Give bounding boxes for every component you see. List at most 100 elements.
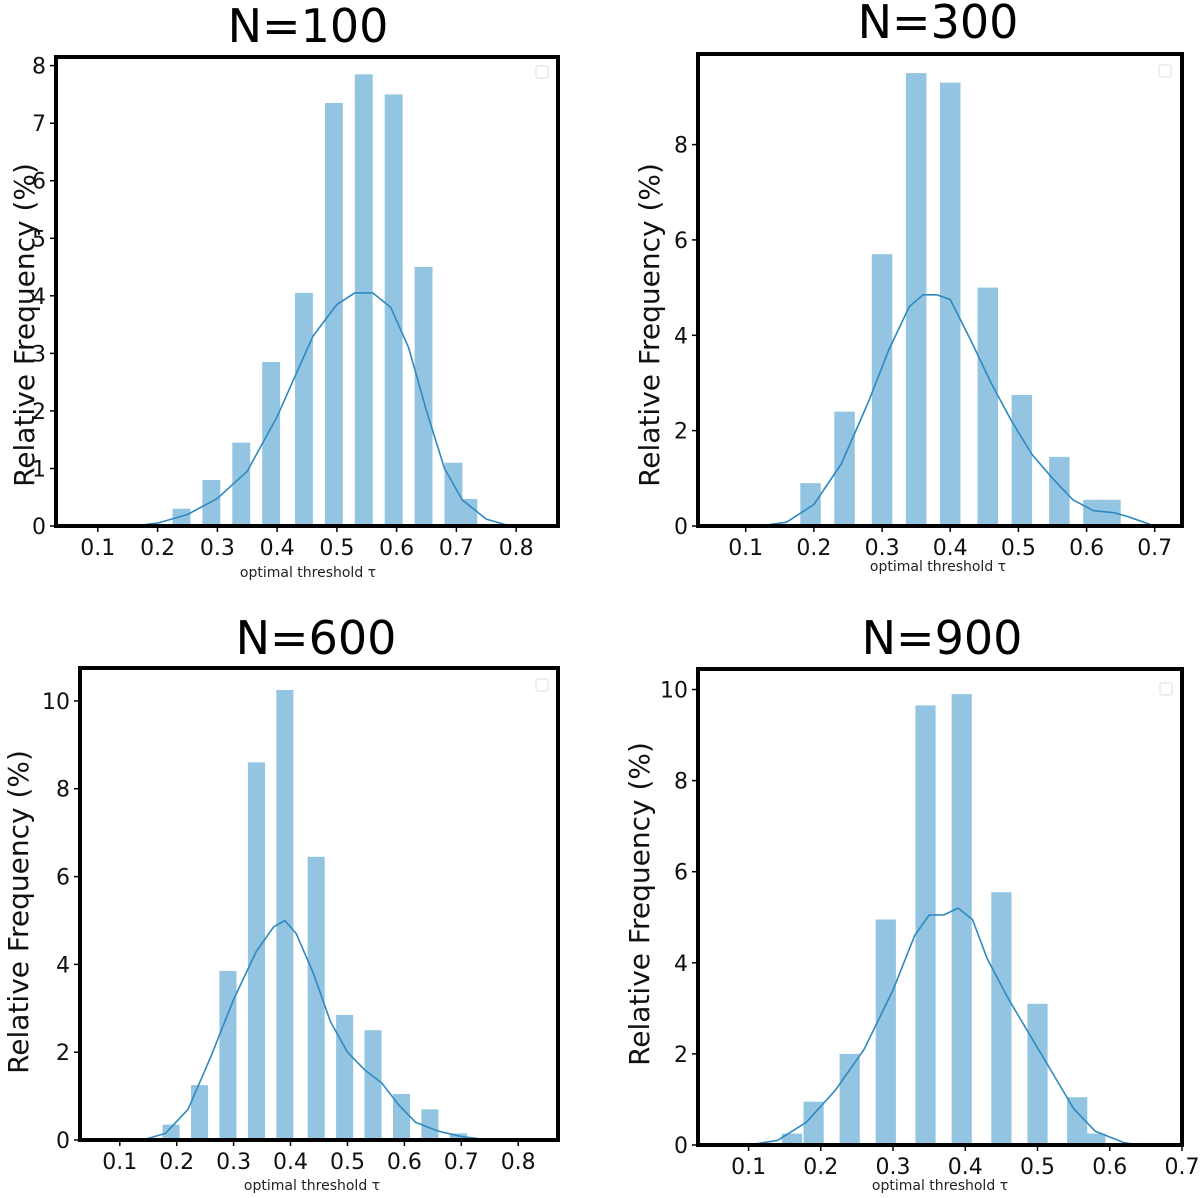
legend-box bbox=[1158, 64, 1172, 78]
chart-title: N=300 bbox=[858, 0, 1019, 49]
x-ticks-group: 0.1 0.2 0.3 0.4 0.5 0.6 0.7 bbox=[728, 526, 1172, 561]
x-tick-label: 0.5 bbox=[319, 536, 354, 561]
histogram-bar bbox=[991, 892, 1012, 1145]
histogram-bar bbox=[781, 1133, 802, 1145]
histogram-bar bbox=[219, 971, 237, 1140]
histogram-bar bbox=[191, 1085, 209, 1140]
histogram-bar bbox=[1027, 1003, 1048, 1145]
x-tick-label: 0.2 bbox=[803, 1155, 838, 1180]
x-tick-label: 0.4 bbox=[273, 1150, 308, 1175]
y-tick-label: 3 bbox=[32, 342, 46, 367]
x-tick-label: 0.3 bbox=[865, 536, 900, 561]
y-tick-label: 6 bbox=[32, 170, 46, 195]
y-tick-label: 8 bbox=[32, 55, 46, 80]
y-axis-label: Relative Frequency (%) bbox=[623, 742, 656, 1066]
histogram-bar bbox=[444, 462, 463, 526]
kde-group bbox=[748, 907, 1139, 1146]
y-ticks-group: 0 2 4 6 8 10 bbox=[42, 690, 80, 1154]
histogram-bar bbox=[202, 480, 221, 526]
y-tick-label: 7 bbox=[32, 112, 46, 137]
x-axis-label: optimal threshold τ bbox=[244, 1178, 380, 1194]
histogram-bar bbox=[364, 1030, 382, 1140]
histogram-bar bbox=[459, 499, 478, 526]
plot-frame bbox=[696, 52, 1184, 528]
y-ticks-group: 0 2 4 6 8 bbox=[674, 134, 698, 540]
histogram-bar bbox=[839, 1053, 860, 1145]
histogram-bar bbox=[977, 287, 998, 526]
bars-group bbox=[781, 694, 1106, 1145]
histogram-bar bbox=[940, 82, 961, 526]
x-tick-label: 0.4 bbox=[948, 1155, 983, 1180]
kde-line bbox=[142, 919, 490, 1141]
histogram-bar bbox=[414, 267, 433, 526]
kde-group bbox=[142, 919, 490, 1141]
legend-box bbox=[1159, 682, 1173, 696]
histogram-bar bbox=[172, 508, 191, 526]
histogram-bar bbox=[354, 74, 373, 527]
histogram-bar bbox=[834, 411, 855, 526]
x-tick-label: 0.2 bbox=[796, 536, 831, 561]
x-tick-label: 0.7 bbox=[1137, 536, 1172, 561]
y-tick-label: 4 bbox=[674, 952, 688, 977]
x-tick-label: 0.6 bbox=[387, 1150, 422, 1175]
chart-panel-n900: N=900 Relative Frequency (%) optimal thr… bbox=[623, 611, 1200, 1194]
x-tick-label: 0.7 bbox=[1165, 1155, 1200, 1180]
y-tick-label: 4 bbox=[56, 953, 70, 978]
kde-group bbox=[133, 292, 511, 527]
y-tick-label: 0 bbox=[56, 1129, 70, 1154]
legend-box bbox=[535, 65, 549, 79]
histogram-bar bbox=[449, 1133, 467, 1140]
histogram-bar bbox=[393, 1093, 411, 1140]
y-ticks-group: 0 2 4 6 8 10 bbox=[660, 679, 698, 1159]
y-tick-label: 4 bbox=[32, 285, 46, 310]
histogram-bar bbox=[1011, 394, 1033, 526]
y-axis-label: Relative Frequency (%) bbox=[8, 163, 41, 487]
histogram-bar bbox=[336, 1014, 354, 1140]
y-tick-label: 10 bbox=[42, 690, 70, 715]
kde-line bbox=[759, 293, 1155, 527]
x-tick-label: 0.3 bbox=[200, 536, 235, 561]
histogram-bar bbox=[324, 103, 343, 526]
histogram-bar bbox=[1049, 456, 1070, 526]
chart-title: N=900 bbox=[862, 611, 1023, 665]
histogram-bar bbox=[1085, 1133, 1106, 1145]
x-tick-label: 0.7 bbox=[444, 1150, 479, 1175]
y-tick-label: 0 bbox=[674, 1134, 688, 1159]
y-tick-label: 2 bbox=[674, 1043, 688, 1068]
histogram-bar bbox=[307, 856, 325, 1140]
y-tick-label: 2 bbox=[674, 420, 688, 445]
histogram-bar bbox=[421, 1109, 439, 1140]
chart-title: N=600 bbox=[236, 611, 397, 665]
y-ticks-group: 0 1 2 3 4 5 6 7 8 bbox=[32, 55, 56, 540]
x-tick-label: 0.6 bbox=[1069, 536, 1104, 561]
histogram-bar bbox=[276, 690, 294, 1140]
x-tick-label: 0.5 bbox=[330, 1150, 365, 1175]
x-axis-label: optimal threshold τ bbox=[870, 559, 1006, 575]
histogram-bar bbox=[875, 919, 896, 1145]
x-axis-label: optimal threshold τ bbox=[240, 565, 376, 581]
x-tick-label: 0.8 bbox=[499, 536, 534, 561]
chart-panel-n100: N=100 Relative Frequency (%) optimal thr… bbox=[8, 0, 560, 581]
y-tick-label: 8 bbox=[56, 778, 70, 803]
x-tick-label: 0.4 bbox=[933, 536, 968, 561]
y-axis-label: Relative Frequency (%) bbox=[2, 750, 35, 1074]
histogram-bar bbox=[1067, 1097, 1088, 1145]
histogram-bar bbox=[871, 254, 893, 526]
kde-line bbox=[748, 907, 1139, 1146]
y-tick-label: 5 bbox=[32, 227, 46, 252]
histogram-bar bbox=[384, 94, 403, 527]
x-tick-label: 0.2 bbox=[159, 1150, 194, 1175]
histogram-bar bbox=[803, 1101, 824, 1145]
y-tick-label: 6 bbox=[674, 229, 688, 254]
x-tick-label: 0.1 bbox=[728, 536, 763, 561]
x-ticks-group: 0.1 0.2 0.3 0.4 0.5 0.6 0.7 bbox=[731, 1145, 1200, 1180]
chart-panel-n300: N=300 Relative Frequency (%) optimal thr… bbox=[633, 0, 1184, 575]
bars-group bbox=[172, 74, 478, 527]
chart-panel-n600: N=600 Relative Frequency (%) optimal thr… bbox=[2, 611, 560, 1194]
kde-line bbox=[133, 292, 511, 527]
y-tick-label: 0 bbox=[674, 515, 688, 540]
histogram-bar bbox=[295, 292, 313, 526]
histogram-bar bbox=[1083, 499, 1104, 526]
y-tick-label: 6 bbox=[56, 866, 70, 891]
x-ticks-group: 0.1 0.2 0.3 0.4 0.5 0.6 0.7 0.8 bbox=[102, 1140, 536, 1175]
